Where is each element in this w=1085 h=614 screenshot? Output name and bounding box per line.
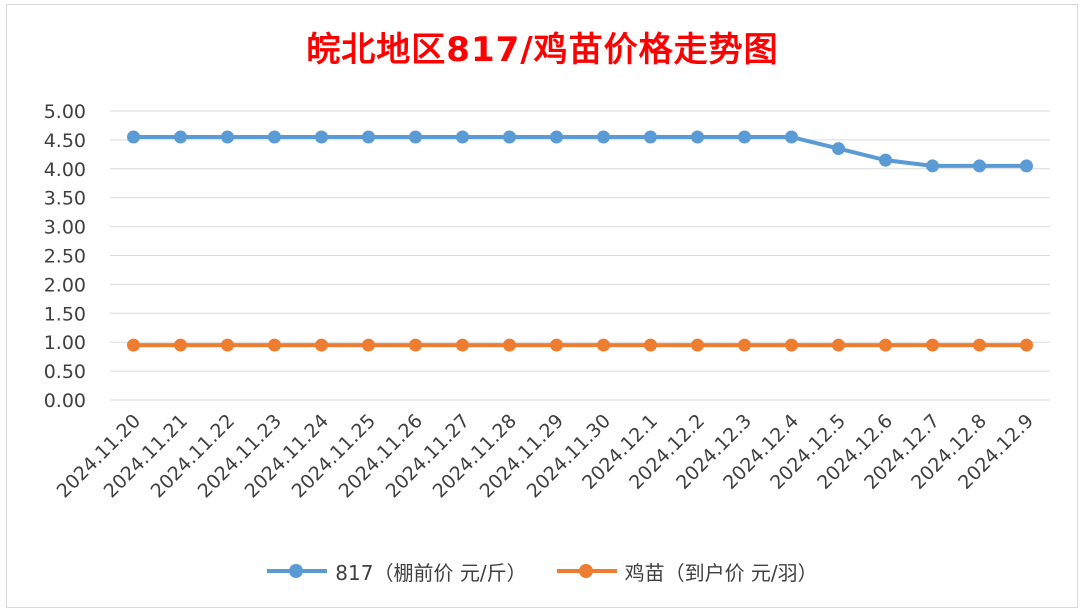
point-1-3 (268, 338, 281, 352)
point-0-18 (973, 159, 986, 173)
chart-frame (6, 4, 1078, 608)
legend-swatch-chick (556, 564, 617, 578)
point-0-2 (221, 130, 234, 144)
point-0-12 (691, 130, 704, 144)
y-tick-label-1: 0.50 (44, 361, 86, 383)
legend: 817（棚前价 元/斤） 鸡苗（到户价 元/羽） (0, 556, 1085, 586)
point-0-8 (503, 130, 516, 144)
point-1-12 (691, 338, 704, 352)
legend-item-817[interactable]: 817（棚前价 元/斤） (267, 557, 527, 586)
legend-item-chick[interactable]: 鸡苗（到户价 元/羽） (556, 557, 818, 586)
point-0-4 (315, 130, 328, 144)
series-line-0 (133, 135, 1027, 168)
point-1-0 (127, 338, 140, 352)
y-tick-label-0: 0.00 (44, 390, 86, 412)
legend-label-817: 817（棚前价 元/斤） (335, 560, 527, 585)
point-1-13 (738, 338, 751, 352)
point-0-11 (644, 130, 657, 144)
point-1-10 (597, 338, 610, 352)
point-0-13 (738, 130, 751, 144)
point-1-15 (832, 338, 845, 352)
point-0-1 (174, 130, 187, 144)
y-tick-label-3: 1.50 (44, 303, 86, 325)
point-1-16 (879, 338, 892, 352)
point-0-7 (456, 130, 469, 144)
point-1-17 (926, 338, 939, 352)
point-1-14 (785, 338, 798, 352)
point-1-8 (503, 338, 516, 352)
point-1-7 (456, 338, 469, 352)
point-0-15 (832, 142, 845, 156)
point-0-5 (362, 130, 375, 144)
y-tick-label-8: 4.00 (44, 159, 86, 181)
point-0-0 (127, 130, 140, 144)
y-tick-label-9: 4.50 (44, 130, 86, 152)
point-1-6 (409, 338, 422, 352)
point-0-16 (879, 153, 892, 167)
legend-label-chick: 鸡苗（到户价 元/羽） (624, 560, 818, 585)
point-1-19 (1020, 338, 1033, 352)
point-1-4 (315, 338, 328, 352)
point-1-5 (362, 338, 375, 352)
point-0-17 (926, 159, 939, 173)
chart-title: 皖北地区817/鸡苗价格走势图 (306, 30, 779, 70)
point-1-11 (644, 338, 657, 352)
y-tick-label-4: 2.00 (44, 274, 86, 296)
point-0-6 (409, 130, 422, 144)
point-0-9 (550, 130, 563, 144)
y-tick-label-7: 3.50 (44, 188, 86, 210)
point-0-3 (268, 130, 281, 144)
legend-swatch-817 (267, 564, 328, 578)
point-1-2 (221, 338, 234, 352)
y-tick-label-2: 1.00 (44, 332, 86, 354)
point-1-9 (550, 338, 563, 352)
y-tick-label-6: 3.00 (44, 217, 86, 239)
point-1-18 (973, 338, 986, 352)
point-0-19 (1020, 159, 1033, 173)
y-tick-label-5: 2.50 (44, 246, 86, 268)
point-1-1 (174, 338, 187, 352)
point-0-14 (785, 130, 798, 144)
y-tick-label-10: 5.00 (44, 101, 86, 123)
point-0-10 (597, 130, 610, 144)
